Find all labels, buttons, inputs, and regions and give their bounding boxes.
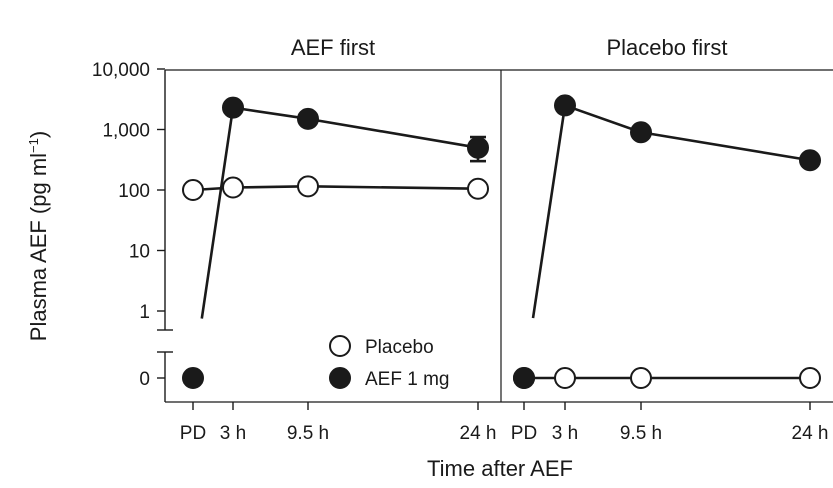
x-tick-label: 3 h: [552, 423, 578, 444]
aef-point: [297, 107, 319, 130]
y-tick-label: 10: [129, 242, 150, 263]
placebo-point: [297, 175, 319, 198]
x-axis-ticks: PD 3 h 9.5 h 24 h PD 3 h 9.5 h 24 h: [180, 402, 829, 444]
legend: Placebo AEF 1 mg: [329, 335, 449, 390]
legend-label-placebo: Placebo: [365, 337, 434, 358]
y-tick-label: 1,000: [102, 121, 150, 142]
placebo-point: [467, 177, 489, 200]
x-axis-label: Time after AEF: [427, 456, 573, 481]
aef-point: [222, 96, 244, 119]
aef-line-segment: [640, 130, 811, 162]
aef-point: [467, 136, 489, 159]
legend-label-aef: AEF 1 mg: [365, 369, 449, 390]
placebo-line-segment: [307, 185, 479, 191]
x-tick-label: 3 h: [220, 423, 246, 444]
y-axis-label: Plasma AEF (pg ml−1): [26, 131, 51, 341]
x-tick-label: PD: [511, 423, 537, 444]
x-tick-label: 9.5 h: [620, 423, 662, 444]
legend-marker-placebo: [329, 335, 351, 357]
aef-line-segment: [564, 104, 642, 134]
panel-1-series: [182, 96, 489, 389]
panel-title-1: AEF first: [291, 35, 375, 60]
x-tick-label: 9.5 h: [287, 423, 329, 444]
y-tick-label: 0: [139, 369, 150, 390]
aef-point: [182, 367, 204, 389]
axes-frame: [157, 69, 833, 403]
placebo-point: [222, 176, 244, 199]
x-tick-label: 24 h: [460, 423, 497, 444]
placebo-point: [799, 367, 821, 389]
aef-line-segment: [531, 105, 567, 319]
aef-point: [513, 367, 535, 389]
aef-point: [799, 149, 821, 172]
aef-point: [554, 94, 576, 117]
placebo-point: [182, 179, 204, 201]
series-layer: [182, 94, 821, 389]
aef-line-segment: [307, 117, 479, 149]
x-tick-label: PD: [180, 423, 206, 444]
legend-marker-aef: [329, 367, 351, 389]
aef-line-segment: [232, 106, 309, 121]
placebo-point: [630, 367, 652, 389]
placebo-line-segment: [232, 185, 309, 189]
aef-point: [630, 121, 652, 144]
aef-line-segment: [200, 107, 235, 319]
y-tick-label: 100: [118, 181, 150, 202]
panel-2-series: [513, 94, 821, 389]
y-tick-label: 10,000: [92, 60, 150, 81]
x-tick-label: 24 h: [792, 423, 829, 444]
y-tick-label: 1: [139, 302, 150, 323]
placebo-point: [554, 367, 576, 389]
panel-title-2: Placebo first: [606, 35, 727, 60]
